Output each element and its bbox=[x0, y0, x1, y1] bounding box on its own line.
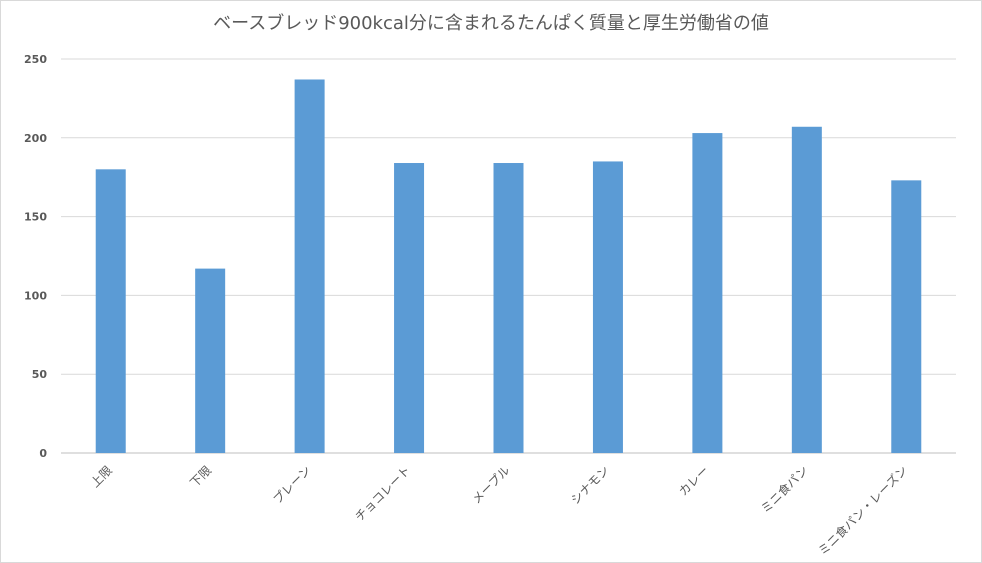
y-tick-label: 50 bbox=[32, 368, 48, 381]
y-tick-label: 250 bbox=[24, 53, 47, 66]
bar bbox=[891, 180, 922, 454]
bar bbox=[195, 268, 226, 453]
bar bbox=[294, 79, 325, 453]
y-tick-label: 0 bbox=[39, 447, 47, 460]
bar bbox=[95, 169, 126, 453]
chart-title: ベースブレッド900kcal分に含まれるたんぱく質量と厚生労働省の値 bbox=[213, 13, 769, 34]
x-tick-label: 上限 bbox=[88, 463, 115, 490]
x-tick-label: 下限 bbox=[187, 463, 214, 490]
x-tick-label: ミニ食パン bbox=[757, 463, 810, 516]
x-tick-label: ミニ食パン・レーズン bbox=[815, 463, 910, 558]
x-tick-label: シナモン bbox=[568, 463, 612, 507]
x-tick-label: メープル bbox=[469, 463, 512, 506]
y-tick-label: 200 bbox=[24, 132, 47, 145]
bar bbox=[493, 163, 524, 454]
bar bbox=[592, 161, 623, 453]
x-tick-label: チョコレート bbox=[352, 463, 413, 524]
x-tick-label: プレーン bbox=[270, 463, 313, 506]
bar bbox=[791, 126, 822, 453]
bar bbox=[692, 133, 723, 453]
x-tick-label: カレー bbox=[676, 463, 711, 498]
y-tick-label: 150 bbox=[24, 211, 47, 224]
y-tick-label: 100 bbox=[24, 289, 47, 302]
bar bbox=[394, 163, 425, 454]
